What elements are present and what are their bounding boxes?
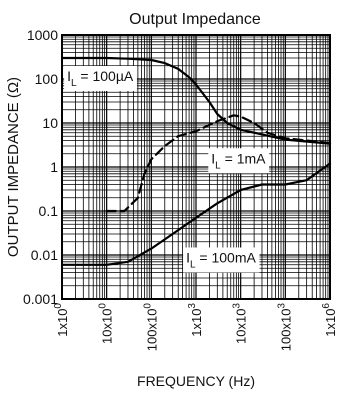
x-tick-label: 100x100 [142,303,159,352]
label-background [183,247,260,273]
series-line-2 [60,162,332,266]
label-background [208,148,270,174]
y-tick-label: 1000 [27,27,58,43]
x-tick-label: 10x100 [98,303,115,344]
annotations: IL = 100µA IL = 1mA IL = 100mA [64,66,270,273]
chart-title: Output Impedance [129,11,261,28]
plot-frame [61,34,331,300]
x-tick-label: 1x106 [321,303,338,337]
series-lines [60,56,332,266]
x-tick-label: 1x103 [187,303,204,337]
series-label: IL = 100mA [186,249,256,270]
y-tick-label: 10 [42,115,58,131]
x-axis-label: FREQUENCY (Hz) [137,373,255,389]
y-tick-label: 0.01 [31,247,58,263]
x-tick-label: 1x100 [53,303,70,337]
series-line-1 [105,114,332,213]
series-line-0 [60,56,332,145]
series-label: IL = 100µA [67,68,134,89]
y-tick-label: 100 [35,71,59,87]
y-tick-label: 1 [50,159,58,175]
y-tick-label: 0.001 [23,291,58,307]
x-tick-label: 100x103 [276,303,293,352]
label-background [64,66,137,91]
x-tick-label: 10x103 [232,303,249,344]
y-axis-label: OUTPUT IMPEDANCE (Ω) [5,77,22,257]
series-label: IL = 1mA [211,150,266,171]
y-tick-label: 0.1 [39,203,59,219]
